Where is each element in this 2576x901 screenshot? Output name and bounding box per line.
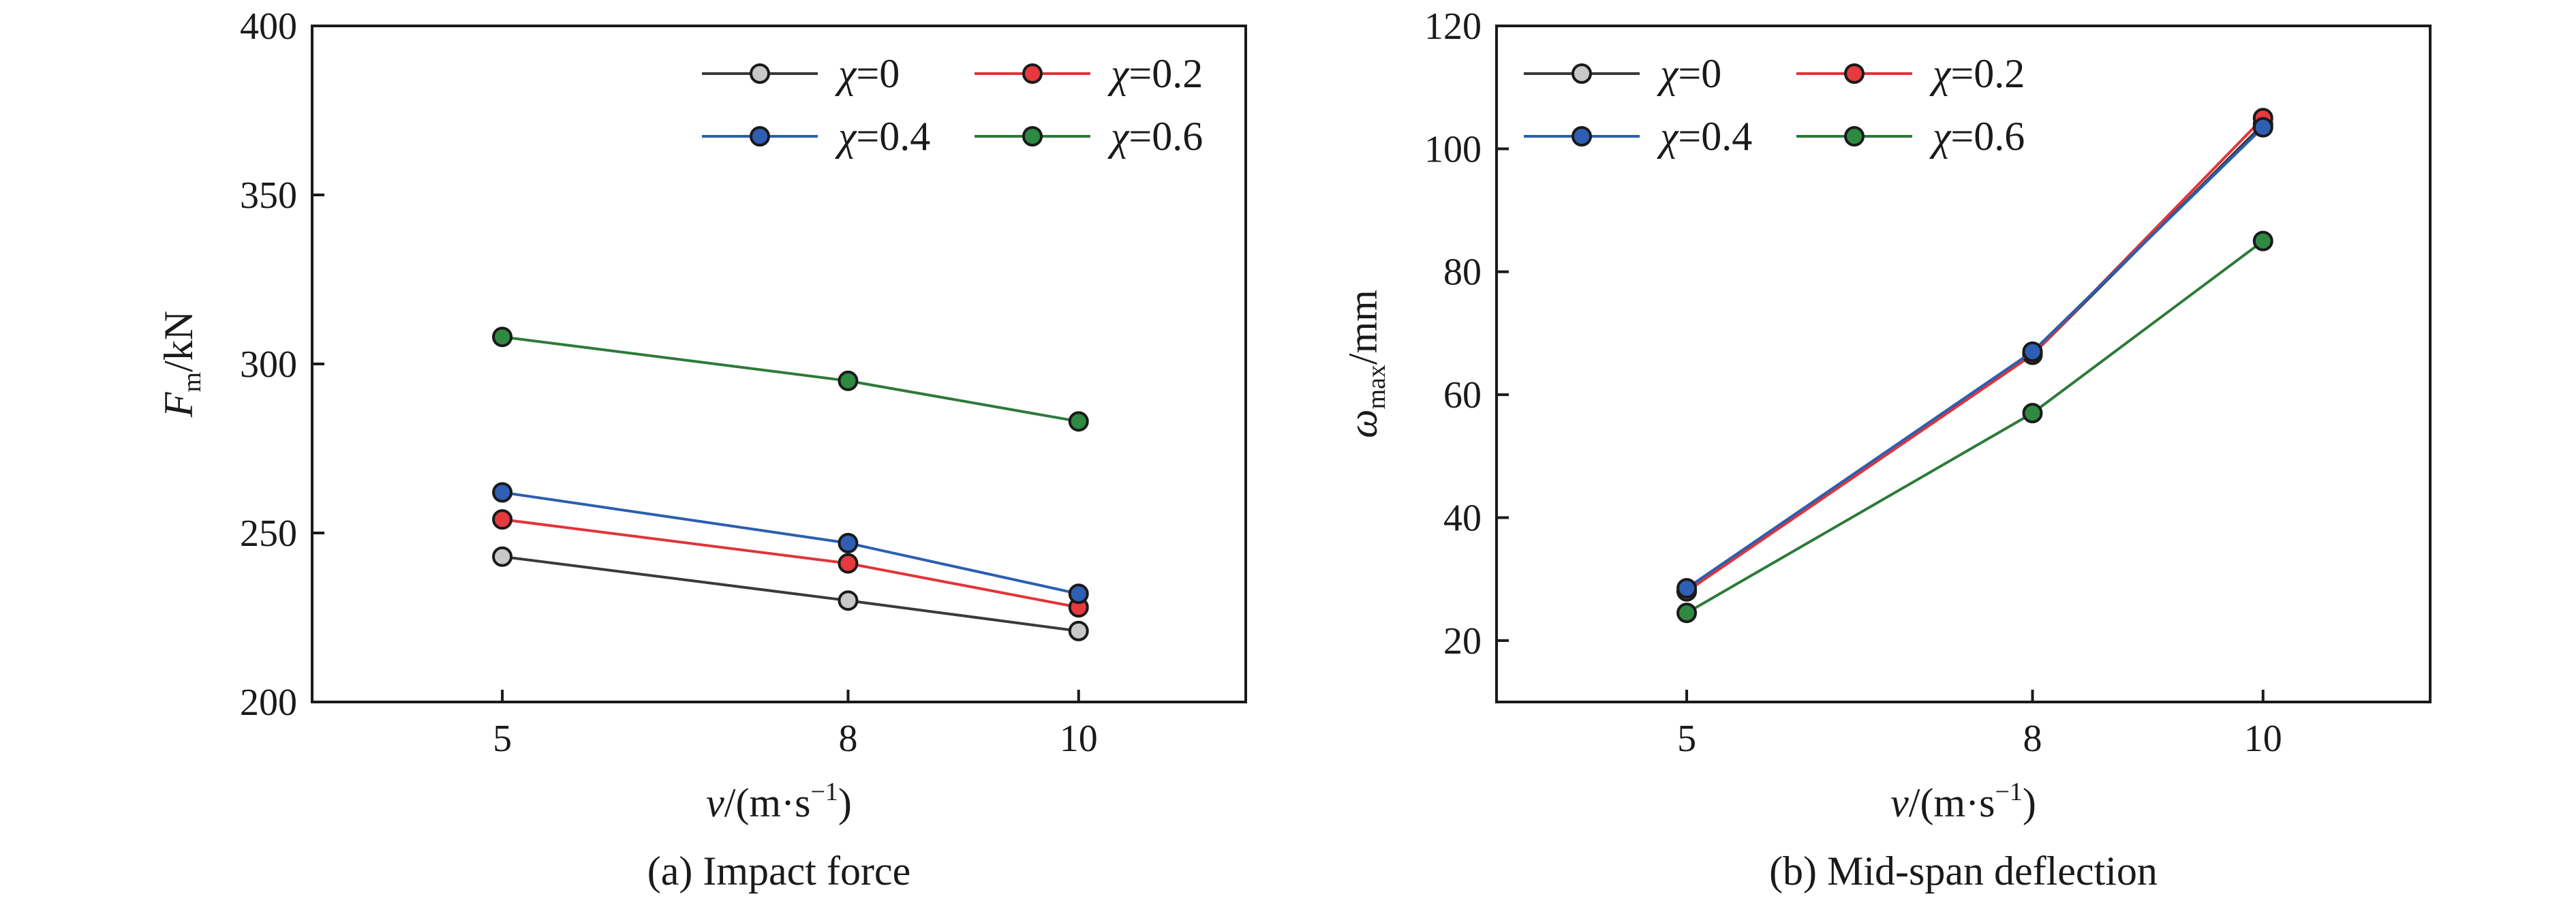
panel-b-y-axis-label: ωmax/mm	[1340, 290, 1391, 438]
legend-marker	[1022, 63, 1043, 84]
data-point	[838, 590, 859, 611]
y-tick-label: 200	[240, 682, 297, 724]
panel-a-caption: (a) Impact force	[647, 849, 910, 894]
y-tick-label: 300	[240, 343, 297, 386]
svg-text:χ=0.2: χ=0.2	[1929, 51, 2025, 96]
legend-marker	[1844, 63, 1865, 84]
data-point	[838, 532, 859, 553]
panel-b-series	[1676, 108, 2273, 624]
panel-b-legend: χ=0 χ=0.2 χ=0.4 χ=0.6	[1524, 51, 2025, 159]
panel-a-frame	[311, 25, 1247, 703]
panel-a-legend: χ=0 χ=0.2 χ=0.4 χ=0.6	[702, 51, 1203, 159]
legend-marker	[1571, 126, 1592, 147]
data-point	[2252, 230, 2273, 251]
y-tick-label: 80	[1443, 251, 1482, 294]
legend-entry-chi-0.4: χ=0.4	[702, 114, 930, 159]
svg-text:χ=0.6: χ=0.6	[1107, 114, 1203, 159]
svg-text:χ=0: χ=0	[1657, 51, 1721, 96]
svg-text:χ=0.2: χ=0.2	[1107, 51, 1203, 96]
svg-text:χ=0: χ=0	[835, 51, 900, 96]
data-point	[838, 370, 859, 391]
series-line-2	[502, 491, 1079, 596]
series-line-3	[502, 335, 1079, 423]
y-tick-label: 250	[240, 513, 297, 555]
panel-a-series	[492, 326, 1089, 641]
svg-text:χ=0.4: χ=0.4	[1657, 114, 1752, 159]
svg-text:χ=0.6: χ=0.6	[1929, 114, 2025, 159]
data-point	[2022, 403, 2043, 424]
panel-a-x-axis-label: v/(m·s−1)	[706, 778, 852, 825]
data-point	[838, 553, 859, 574]
legend-marker	[1844, 126, 1865, 147]
x-tick-label: 8	[2023, 718, 2042, 760]
legend-marker	[1022, 126, 1043, 147]
data-point	[1676, 602, 1698, 624]
data-point	[492, 326, 513, 348]
legend-entry-chi-0.4: χ=0.4	[1524, 114, 1752, 159]
data-point	[1068, 620, 1089, 641]
panel-a-y-ticks: 200 250 300 350 400	[240, 5, 324, 724]
panel-a-x-ticks: 5 8 10	[493, 690, 1098, 760]
panel-a: 200 250 300 350 400 5 8 10 Fm/kN v/(m·s−1) (a)…	[156, 5, 1247, 894]
series-line-0	[1685, 123, 2265, 593]
data-point	[2022, 341, 2043, 362]
x-tick-label: 5	[1677, 718, 1696, 760]
panel-b-x-ticks: 5 8 10	[1677, 690, 2282, 760]
panel-b: 20 40 60 80 100 120 5 8 10 ωmax/mm v/(m·s−1) (b…	[1340, 5, 2432, 894]
legend-marker	[750, 63, 770, 84]
legend-entry-chi-0.2: χ=0.2	[975, 51, 1203, 96]
series-line-0	[502, 555, 1079, 632]
legend-marker	[1571, 63, 1592, 84]
data-point	[492, 482, 513, 503]
y-tick-label: 60	[1443, 374, 1482, 416]
x-tick-label: 8	[838, 718, 857, 760]
data-point	[492, 546, 513, 567]
legend-entry-chi-0.6: χ=0.6	[1796, 114, 2025, 159]
series-line-1	[1685, 117, 2265, 593]
y-tick-label: 100	[1424, 128, 1482, 170]
legend-entry-chi-0: χ=0	[1524, 51, 1721, 96]
data-point	[2252, 117, 2273, 138]
y-tick-label: 350	[240, 174, 297, 217]
panel-b-x-axis-label: v/(m·s−1)	[1890, 778, 2036, 825]
data-point	[1068, 411, 1089, 432]
legend-entry-chi-0.6: χ=0.6	[975, 114, 1203, 159]
legend-entry-chi-0: χ=0	[702, 51, 900, 96]
y-tick-label: 20	[1443, 620, 1482, 662]
svg-text:χ=0.4: χ=0.4	[835, 114, 930, 159]
legend-entry-chi-0.2: χ=0.2	[1796, 51, 2025, 96]
panel-a-y-axis-label: Fm/kN	[156, 311, 206, 418]
y-tick-label: 40	[1443, 497, 1482, 539]
x-tick-label: 10	[2244, 718, 2282, 760]
x-tick-label: 5	[493, 718, 512, 760]
x-tick-label: 10	[1060, 718, 1098, 760]
panel-b-y-ticks: 20 40 60 80 100 120	[1424, 5, 1509, 662]
series-line-3	[1686, 240, 2264, 614]
panel-b-caption: (b) Mid-span deflection	[1769, 849, 2158, 894]
y-tick-label: 400	[240, 5, 297, 48]
legend-marker	[750, 126, 770, 147]
data-point	[492, 509, 513, 530]
data-point	[1676, 578, 1698, 599]
data-point	[1068, 583, 1089, 605]
series-line-2	[1685, 126, 2265, 590]
panel-b-frame	[1495, 25, 2432, 703]
y-tick-label: 120	[1424, 5, 1482, 48]
